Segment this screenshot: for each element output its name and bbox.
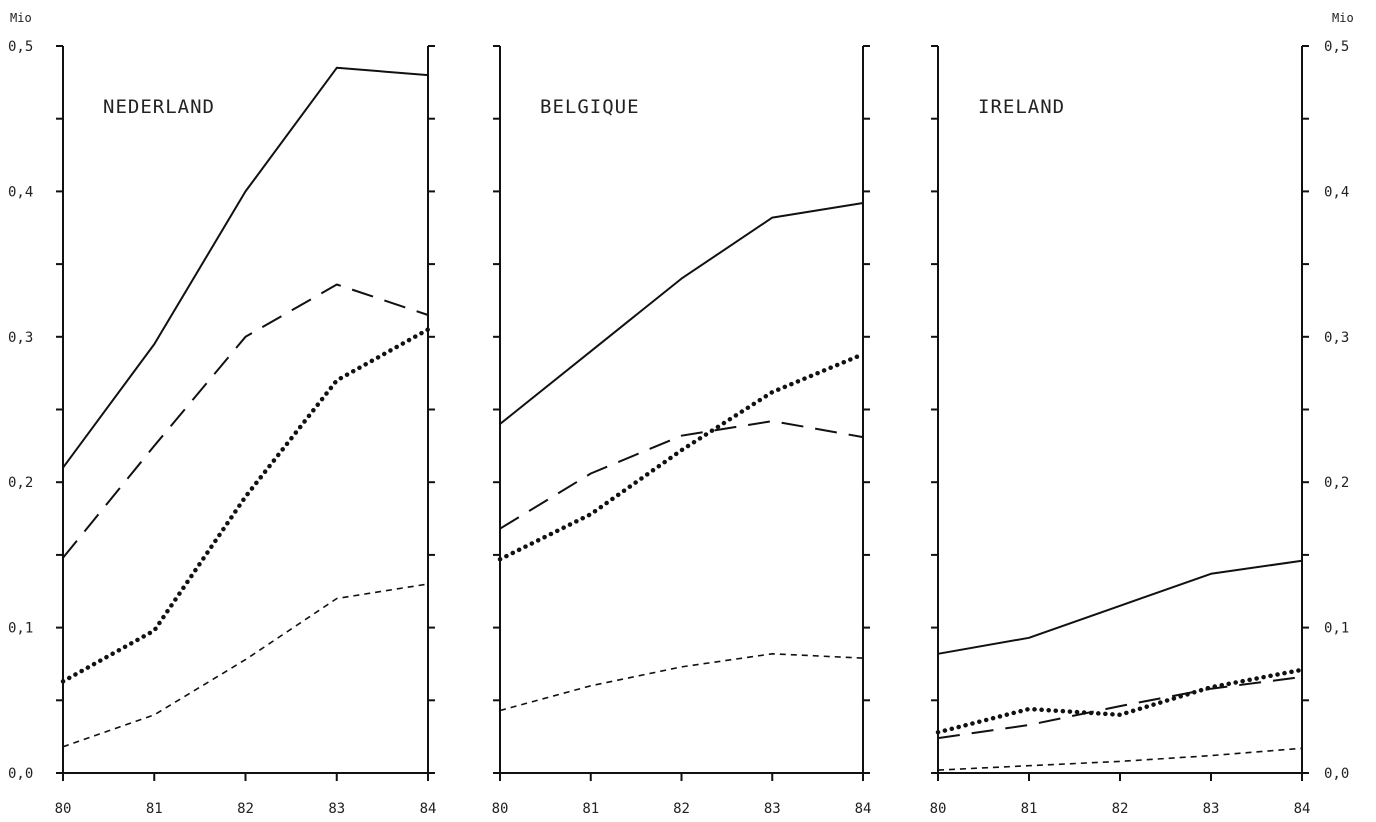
x-tick-label: 81 [1021, 801, 1038, 817]
y-tick-label-left: 0,0 [8, 766, 33, 782]
y-tick-label-right: 0,3 [1324, 330, 1349, 346]
y-tick-label-left: 0,5 [8, 39, 33, 55]
panel-title-belgique: BELGIQUE [540, 96, 640, 118]
y-tick-label-left: 0,4 [8, 184, 33, 200]
series-line-long-dash-ireland [937, 676, 1303, 740]
y-tick-label-right: 0,0 [1324, 766, 1349, 782]
y-tick-label-right: 0,4 [1324, 184, 1349, 200]
y-tick-label-left: 0,2 [8, 475, 33, 491]
y-unit-label-right: Mio [1332, 11, 1354, 25]
series-line-solid-nederland [62, 66, 429, 469]
x-tick-label: 80 [930, 801, 947, 817]
y-unit-label-left: Mio [10, 11, 32, 25]
y-tick-label-left: 0,3 [8, 330, 33, 346]
x-tick-label: 82 [237, 801, 254, 817]
x-tick-label: 81 [146, 801, 163, 817]
panel-title-nederland: NEDERLAND [103, 96, 215, 118]
panel-title-ireland: IRELAND [978, 96, 1065, 118]
series-line-solid-belgique [499, 202, 864, 425]
y-tick-label-right: 0,2 [1324, 475, 1349, 491]
series-line-dotted-nederland [60, 327, 431, 684]
series-line-long-dash-nederland [62, 283, 429, 559]
x-tick-label: 84 [855, 801, 872, 817]
x-tick-label: 81 [582, 801, 599, 817]
series-line-short-dash-belgique [499, 652, 864, 712]
x-tick-label: 80 [492, 801, 509, 817]
y-tick-label-right: 0,5 [1324, 39, 1349, 55]
x-tick-label: 80 [55, 801, 72, 817]
x-tick-label: 83 [328, 801, 345, 817]
series-line-short-dash-ireland [937, 747, 1303, 771]
x-tick-label: 84 [1294, 801, 1311, 817]
x-tick-label: 82 [1112, 801, 1129, 817]
y-tick-label-right: 0,1 [1324, 621, 1349, 637]
series-line-dotted-belgique [497, 351, 866, 562]
x-tick-label: 84 [420, 801, 437, 817]
series-line-dotted-ireland [935, 667, 1305, 735]
series-line-long-dash-belgique [499, 420, 864, 530]
x-tick-label: 83 [764, 801, 781, 817]
series-line-short-dash-nederland [62, 583, 429, 748]
x-tick-label: 83 [1203, 801, 1220, 817]
y-tick-label-left: 0,1 [8, 621, 33, 637]
x-tick-label: 82 [673, 801, 690, 817]
series-line-solid-ireland [937, 559, 1303, 655]
